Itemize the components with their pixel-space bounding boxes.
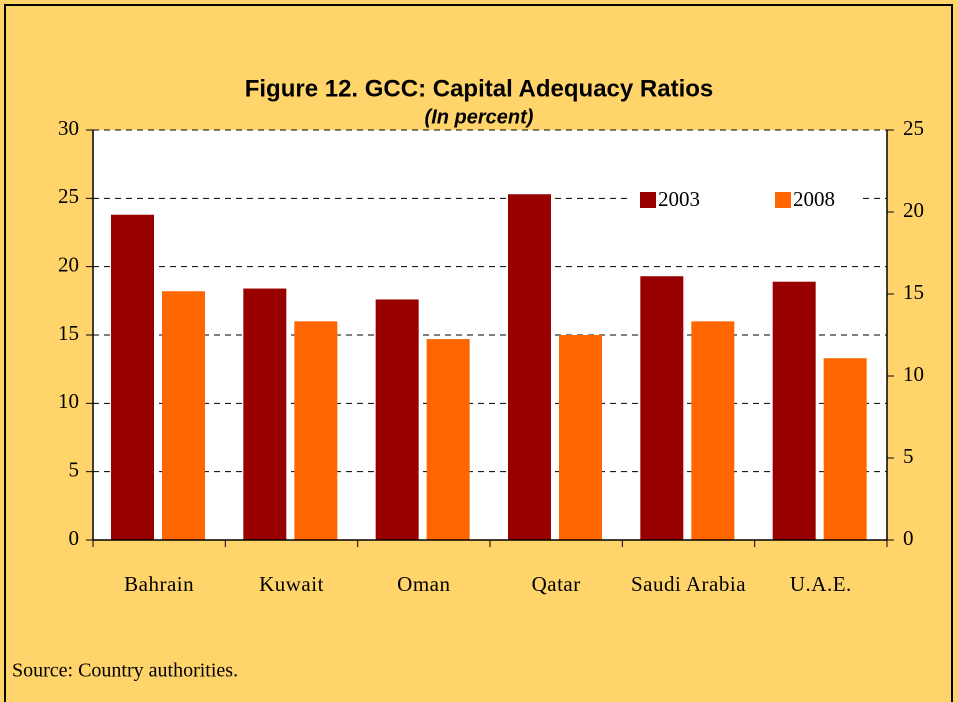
y-tick-label: 15	[58, 321, 79, 345]
y2-tick-label: 15	[903, 280, 924, 304]
y-tick-label: 20	[58, 252, 79, 276]
frame	[4, 4, 953, 702]
x-tick-label: Oman	[397, 572, 451, 596]
y2-tick-label: 5	[903, 444, 914, 468]
y2-tick-label: 25	[903, 116, 924, 140]
x-tick-label: Saudi Arabia	[630, 572, 747, 596]
legend-swatch	[640, 192, 656, 208]
bar	[243, 288, 287, 540]
y-tick-label: 25	[58, 184, 79, 208]
bar	[162, 291, 205, 540]
legend-swatch	[775, 192, 791, 208]
source-note: Source: Country authorities.	[12, 660, 238, 682]
chart-title: Figure 12. GCC: Capital Adequacy Ratios	[245, 75, 714, 102]
legend-label: 2008	[793, 187, 835, 211]
legend-label: 2003	[658, 187, 700, 211]
x-tick-label: Bahrain	[124, 572, 195, 596]
bar	[294, 321, 338, 540]
y2-tick-label: 10	[903, 362, 924, 386]
bar	[640, 276, 684, 540]
x-tick-label: Kuwait	[259, 572, 324, 596]
y-tick-label: 5	[69, 457, 80, 481]
bar	[508, 194, 551, 540]
y2-tick-label: 0	[903, 526, 914, 550]
bar	[691, 321, 735, 540]
bar	[375, 299, 419, 540]
bar	[426, 339, 470, 540]
bar	[559, 335, 602, 540]
x-tick-label: Qatar	[531, 572, 581, 596]
y-tick-label: 10	[58, 389, 79, 413]
y2-tick-label: 20	[903, 198, 924, 222]
bar	[823, 358, 867, 540]
y-tick-label: 30	[58, 116, 79, 140]
y-tick-label: 0	[69, 526, 80, 550]
bar	[772, 281, 816, 540]
bar	[111, 214, 154, 540]
legend-box	[630, 186, 860, 214]
chart-subtitle: (In percent)	[425, 106, 534, 128]
x-tick-label: U.A.E.	[789, 572, 852, 596]
